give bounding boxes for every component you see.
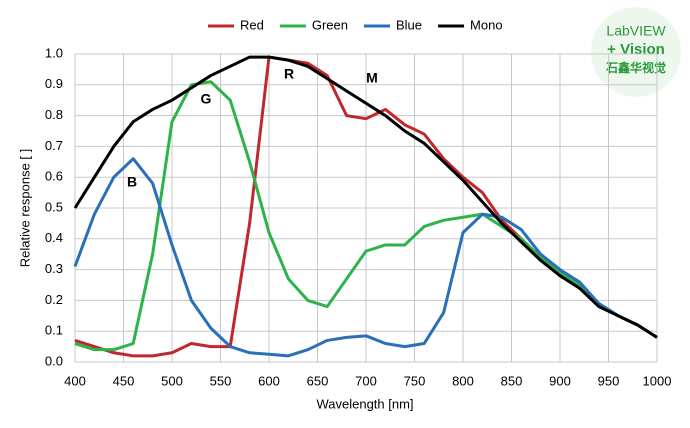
legend-label: Blue [396,17,422,32]
x-tick-label: 600 [258,373,280,388]
x-tick-label: 1000 [643,373,672,388]
legend-label: Mono [470,17,503,32]
x-tick-label: 650 [307,373,329,388]
annotation: M [366,70,378,86]
x-tick-label: 900 [549,373,571,388]
logo-text: + Vision [607,41,665,58]
y-tick-label: 0.9 [45,76,63,91]
y-tick-label: 0.5 [45,199,63,214]
logo-text: LabVIEW [606,23,666,39]
annotation: B [127,174,137,190]
logo-text: 石鑫华视觉 [605,60,666,75]
x-tick-label: 950 [598,373,620,388]
x-tick-label: 550 [210,373,232,388]
x-tick-label: 700 [355,373,377,388]
x-tick-label: 400 [64,373,86,388]
x-tick-label: 850 [501,373,523,388]
x-tick-label: 800 [452,373,474,388]
y-tick-label: 0.1 [45,323,63,338]
x-tick-label: 750 [404,373,426,388]
x-tick-label: 450 [113,373,135,388]
annotation: G [201,91,212,107]
y-tick-label: 0.6 [45,169,63,184]
x-axis-label: Wavelength [nm] [316,396,413,411]
legend-label: Green [312,17,348,32]
x-tick-label: 500 [161,373,183,388]
legend-label: Red [240,17,264,32]
y-axis-label: Relative response [ ] [17,149,32,268]
y-tick-label: 0.8 [45,107,63,122]
series-line [74,80,658,352]
y-tick-label: 0.3 [45,261,63,276]
series-line [73,157,658,358]
logo: LabVIEW + Vision 石鑫华视觉 [591,7,681,97]
series-line [73,55,658,339]
y-tick-label: 0.4 [45,230,63,245]
annotation: R [284,66,294,82]
logo-badge [591,7,681,97]
y-tick-label: 0.0 [45,353,63,368]
y-tick-label: 1.0 [45,45,63,60]
y-tick-label: 0.2 [45,292,63,307]
y-tick-label: 0.7 [45,138,63,153]
